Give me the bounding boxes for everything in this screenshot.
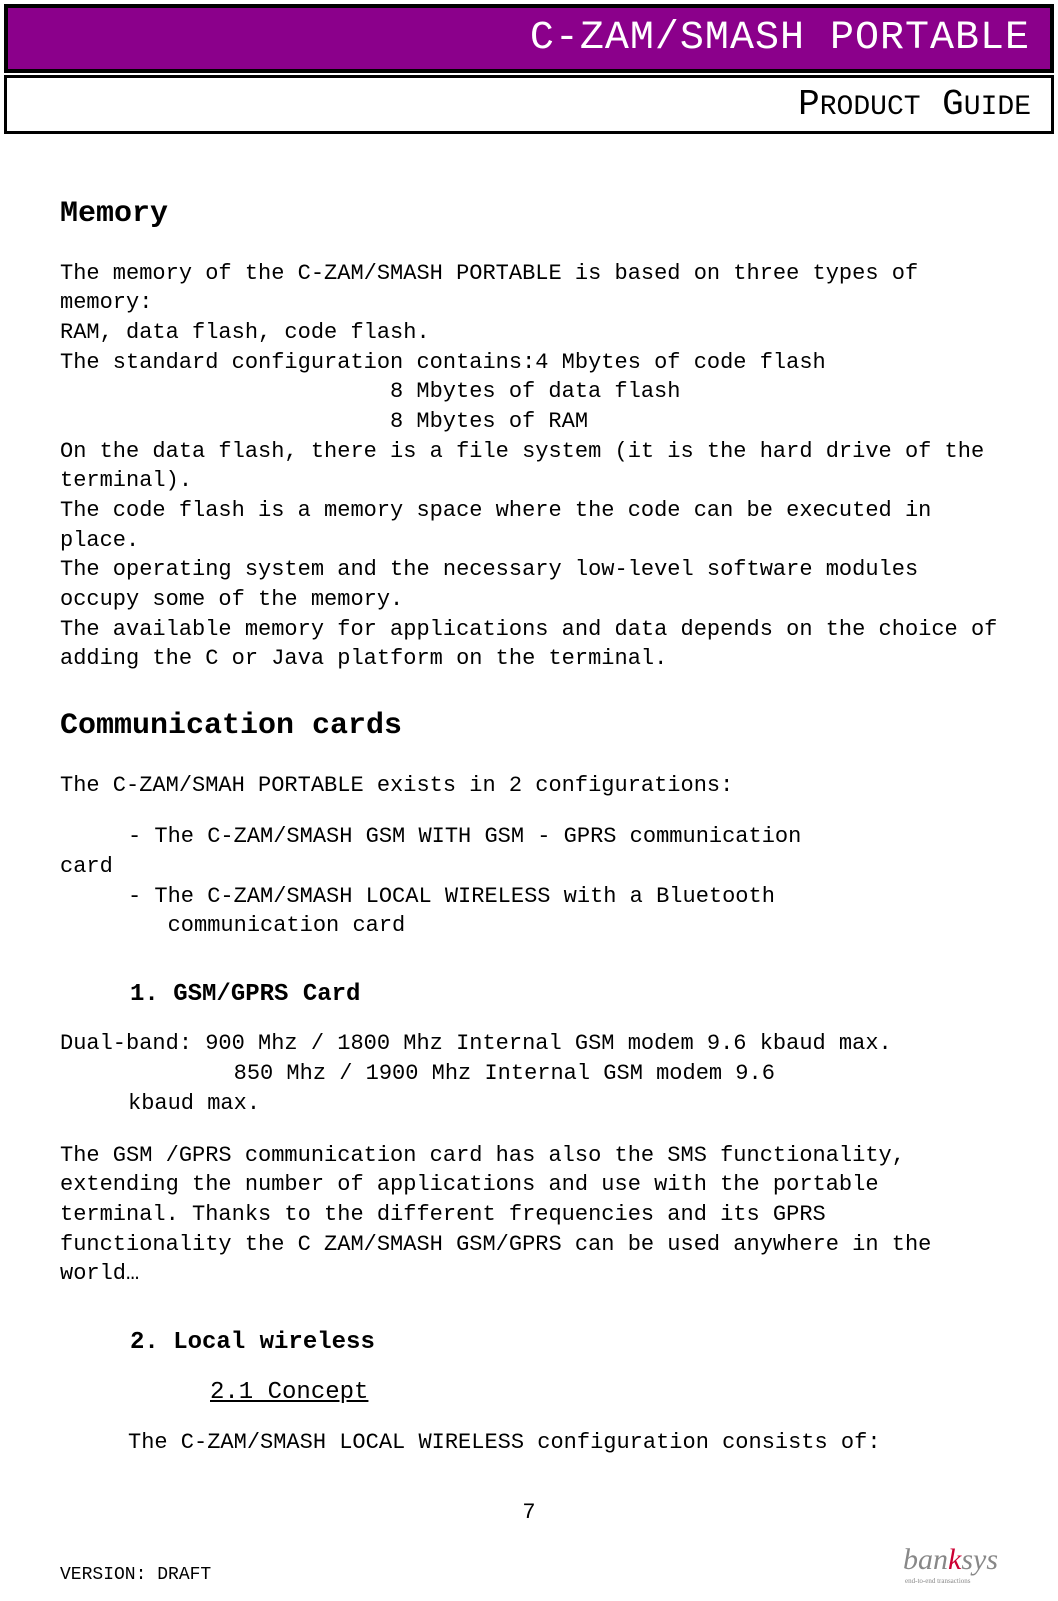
page-footer: 7 VERSION: DRAFT banksys end-to-end tran… bbox=[0, 1500, 1058, 1585]
gsm-p3: The GSM /GPRS communication card has als… bbox=[60, 1141, 998, 1289]
logo-part2: k bbox=[948, 1543, 961, 1576]
comm-li2b: communication card bbox=[128, 911, 998, 941]
memory-p6: On the data flash, there is a file syste… bbox=[60, 437, 998, 496]
memory-p1: The memory of the C-ZAM/SMASH PORTABLE i… bbox=[60, 259, 998, 318]
version-label: VERSION: DRAFT bbox=[60, 1565, 211, 1585]
page-content: Memory The memory of the C-ZAM/SMASH POR… bbox=[0, 134, 1058, 1457]
banksys-logo: banksys end-to-end transactions bbox=[903, 1543, 998, 1585]
page-number: 7 bbox=[60, 1500, 998, 1525]
comm-heading: Communication cards bbox=[60, 706, 998, 747]
memory-p4: 8 Mbytes of data flash bbox=[390, 377, 998, 407]
memory-p8: The operating system and the necessary l… bbox=[60, 555, 998, 614]
logo-part1: ban bbox=[903, 1543, 948, 1576]
memory-heading: Memory bbox=[60, 194, 998, 235]
header-title-main: C-ZAM/SMASH bbox=[530, 16, 805, 61]
gsm-p2: 850 Mhz / 1900 Mhz Internal GSM modem 9.… bbox=[128, 1059, 998, 1089]
local-wireless-heading: 2. Local wireless bbox=[130, 1327, 998, 1359]
comm-li2: - The C-ZAM/SMASH LOCAL WIRELESS with a … bbox=[128, 882, 998, 912]
subheader-band: PRODUCT GUIDE bbox=[4, 75, 1054, 134]
gsm-p1: Dual-band: 900 Mhz / 1800 Mhz Internal G… bbox=[60, 1029, 998, 1059]
memory-p3: The standard configuration contains:4 Mb… bbox=[60, 348, 998, 378]
logo-sub: end-to-end transactions bbox=[905, 1577, 998, 1585]
comm-li1: - The C-ZAM/SMASH GSM WITH GSM - GPRS co… bbox=[128, 822, 998, 852]
header-band: C-ZAM/SMASH PORTABLE bbox=[4, 4, 1054, 73]
memory-p7: The code flash is a memory space where t… bbox=[60, 496, 998, 555]
memory-p2: RAM, data flash, code flash. bbox=[60, 318, 998, 348]
header-title-sub: PORTABLE bbox=[805, 16, 1030, 61]
comm-p1: The C-ZAM/SMAH PORTABLE exists in 2 conf… bbox=[60, 771, 998, 801]
memory-p5: 8 Mbytes of RAM bbox=[390, 407, 998, 437]
gsm-p2b: kbaud max. bbox=[128, 1089, 998, 1119]
logo-part3: sys bbox=[961, 1543, 998, 1576]
concept-heading: 2.1 Concept bbox=[210, 1377, 998, 1409]
product-guide-label: PRODUCT GUIDE bbox=[798, 84, 1031, 125]
memory-p9: The available memory for applications an… bbox=[60, 615, 998, 674]
comm-li1b: card bbox=[60, 852, 998, 882]
local-wireless-p1: The C-ZAM/SMASH LOCAL WIRELESS configura… bbox=[128, 1428, 998, 1458]
gsm-heading: 1. GSM/GPRS Card bbox=[130, 979, 998, 1011]
